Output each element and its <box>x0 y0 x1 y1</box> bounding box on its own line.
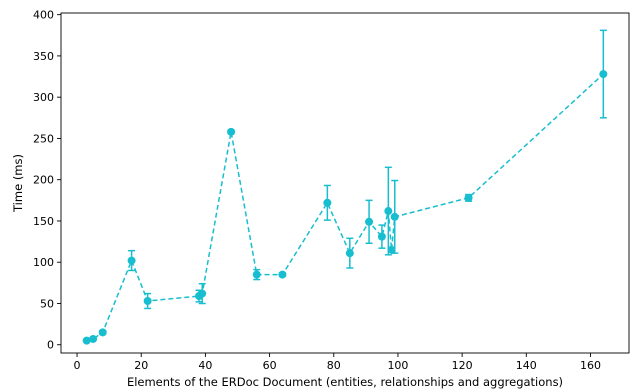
x-tick-label: 80 <box>327 359 341 372</box>
data-point <box>143 297 152 306</box>
x-tick-label: 140 <box>516 359 537 372</box>
data-point <box>599 70 608 79</box>
tick-labels: 0 20 40 60 80 100 120 140 160 0 50 100 150 200 250 300 3… <box>33 9 601 372</box>
data-point <box>127 256 136 265</box>
y-axis-label: Time (ms) <box>11 154 25 213</box>
data-point <box>198 289 207 298</box>
y-tick-label: 400 <box>33 9 54 22</box>
data-point <box>89 334 98 343</box>
x-tick-label: 160 <box>580 359 601 372</box>
x-tick-label: 120 <box>452 359 473 372</box>
series-group <box>82 29 608 345</box>
data-point <box>323 198 332 207</box>
x-tick-label: 40 <box>198 359 212 372</box>
series-line <box>86 73 604 342</box>
data-point <box>82 336 91 345</box>
data-point <box>390 212 399 221</box>
y-tick-label: 300 <box>33 91 54 104</box>
data-point <box>464 193 473 202</box>
data-point <box>377 232 386 241</box>
x-axis-label: Elements of the ERDoc Document (entities… <box>127 375 563 389</box>
data-point <box>252 270 261 279</box>
data-point <box>384 207 393 216</box>
plot-frame <box>60 12 630 354</box>
data-point <box>98 328 107 337</box>
data-point <box>365 217 374 226</box>
x-tick-label: 20 <box>134 359 148 372</box>
x-tick-label: 0 <box>74 359 81 372</box>
x-tick-label: 100 <box>387 359 408 372</box>
y-tick-label: 200 <box>33 174 54 187</box>
axes <box>57 12 630 357</box>
x-tick-label: 60 <box>263 359 277 372</box>
data-point <box>227 127 236 136</box>
y-tick-label: 0 <box>47 339 54 352</box>
data-point <box>387 245 396 254</box>
y-tick-label: 100 <box>33 256 54 269</box>
data-point <box>278 270 287 279</box>
data-point <box>345 249 354 258</box>
y-tick-label: 350 <box>33 50 54 63</box>
y-tick-label: 150 <box>33 215 54 228</box>
y-tick-label: 250 <box>33 132 54 145</box>
y-tick-label: 50 <box>40 297 54 310</box>
